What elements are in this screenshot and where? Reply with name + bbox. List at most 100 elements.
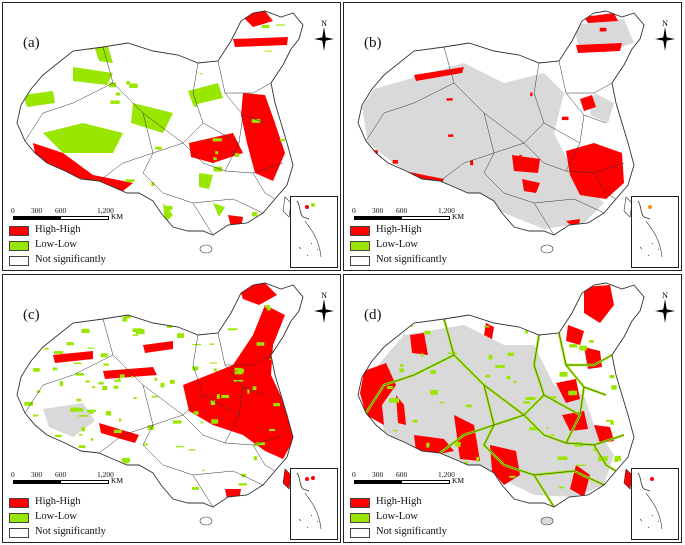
cluster-speckle — [546, 427, 549, 430]
cluster-speckle — [569, 344, 578, 348]
cluster-speckle — [143, 443, 148, 446]
cluster-speckle — [202, 469, 205, 472]
high-high-cluster — [241, 93, 285, 181]
cluster-speckle — [465, 404, 472, 408]
legend-swatch-high-high — [350, 498, 370, 508]
cluster-speckle — [132, 471, 139, 474]
legend: High-High Low-Low Not significantly — [9, 495, 149, 540]
cluster-speckle — [561, 116, 569, 121]
cluster-speckle — [113, 385, 119, 389]
hainan-island — [540, 244, 554, 254]
north-label: N — [662, 19, 668, 28]
province-boundary — [217, 332, 266, 396]
cluster-speckle — [59, 301, 64, 306]
cluster-speckle — [216, 394, 220, 399]
cluster-speckle — [614, 457, 619, 463]
cluster-speckle — [566, 295, 572, 300]
cluster-speckle — [100, 353, 108, 358]
cluster-speckle — [559, 371, 568, 377]
province-boundary — [483, 424, 555, 508]
province-boundary — [24, 82, 114, 142]
cluster-speckle — [105, 302, 113, 307]
high-high-cluster — [584, 13, 618, 23]
scale-bar-icon: 0 300 600 1,200 KM — [11, 470, 131, 494]
high-high-cluster — [228, 215, 243, 229]
cluster-speckle — [103, 363, 109, 366]
cluster-speckle — [599, 27, 607, 32]
cluster-speckle — [133, 397, 137, 400]
cluster-speckle — [265, 494, 274, 499]
cluster-speckle — [126, 81, 130, 85]
scale-tick: 1,200 — [438, 206, 455, 215]
cluster-speckle — [33, 368, 40, 372]
cluster-speckle — [199, 73, 203, 75]
legend-not-significant: Not significantly — [35, 254, 106, 265]
cluster-speckle — [588, 340, 594, 343]
cluster-speckle — [221, 394, 230, 399]
high-high-cluster — [103, 367, 157, 379]
cluster-speckle — [241, 473, 247, 478]
cluster-speckle — [371, 351, 375, 355]
province-boundary — [443, 46, 525, 144]
cluster-speckle — [251, 119, 261, 123]
cluster-speckle — [387, 386, 393, 390]
scale-tick: 600 — [55, 470, 67, 479]
cluster-speckle — [611, 385, 617, 390]
low-low-cluster — [199, 173, 213, 189]
scale-tick: 0 — [11, 470, 15, 479]
compass-icon: N — [653, 19, 677, 53]
cluster-speckle — [160, 382, 165, 388]
cluster-speckle — [78, 434, 83, 436]
cluster-speckle — [188, 449, 196, 451]
cluster-speckle — [89, 307, 97, 309]
province-boundary — [533, 470, 605, 486]
cluster-speckle — [407, 194, 410, 198]
high-high-cluster — [33, 143, 133, 191]
cluster-speckle — [176, 446, 185, 448]
high-high-cluster — [562, 411, 588, 431]
cluster-speckle — [506, 375, 511, 380]
cluster-speckle — [177, 333, 184, 338]
scale-unit: KM — [452, 476, 465, 485]
cluster-speckle — [132, 334, 139, 336]
cluster-speckle — [269, 429, 276, 432]
south-china-sea-inset-icon — [290, 468, 338, 540]
cluster-speckle — [400, 443, 403, 448]
panel-label: (a) — [23, 35, 40, 51]
high-high-cluster — [410, 333, 428, 355]
province-boundary — [98, 384, 154, 454]
cluster-speckle — [513, 380, 517, 383]
cluster-speckle — [579, 345, 587, 351]
cluster-speckle — [87, 347, 95, 349]
cluster-speckle — [49, 171, 57, 173]
cluster-speckle — [192, 343, 202, 346]
scale-tick: 600 — [396, 470, 408, 479]
scale-bar-icon: 0 300 600 1,200 KM — [352, 470, 472, 494]
province-boundary — [217, 60, 266, 124]
compass-icon: N — [653, 291, 677, 325]
cluster-speckle — [212, 138, 222, 142]
legend-not-significant: Not significantly — [376, 526, 447, 537]
cluster-speckle — [393, 429, 398, 432]
cluster-speckle — [412, 419, 418, 423]
cluster-speckle — [102, 386, 108, 390]
high-high-cluster — [189, 133, 243, 163]
cluster-speckle — [169, 379, 175, 384]
province-boundary — [98, 112, 154, 182]
cluster-speckle — [484, 325, 490, 328]
cluster-speckle — [54, 200, 59, 202]
cluster-speckle — [203, 327, 213, 330]
panel-a: (a) N 0 300 600 1,200 KM High-High Low-L… — [2, 2, 341, 271]
country-outline — [16, 10, 304, 236]
cluster-speckle — [421, 353, 424, 357]
north-label: N — [321, 291, 327, 300]
cluster-speckle — [227, 328, 238, 331]
scale-bar-icon: 0 300 600 1,200 KM — [11, 206, 131, 230]
province-boundary — [593, 444, 617, 472]
legend-swatch-high-high — [9, 226, 29, 236]
cluster-speckle — [210, 400, 216, 405]
compass-icon: N — [312, 19, 336, 53]
cluster-speckle — [70, 407, 80, 412]
cluster-speckle — [213, 166, 223, 172]
cluster-speckle — [609, 374, 615, 379]
